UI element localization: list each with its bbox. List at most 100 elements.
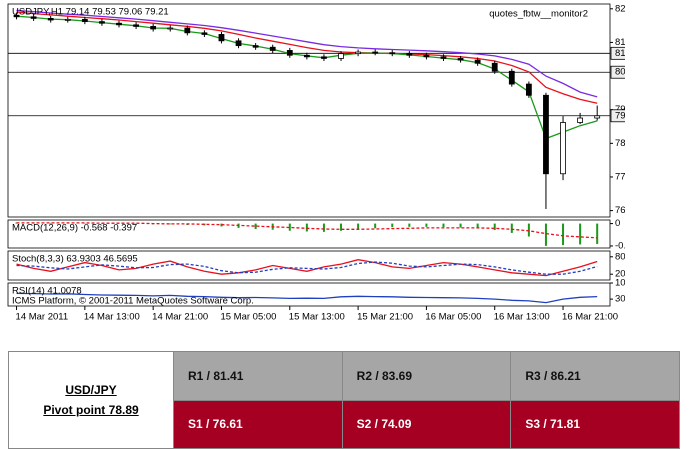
x-tick-label: 14 Mar 13:00 xyxy=(84,312,140,323)
panel-title: RSI(14) 41.0078 xyxy=(12,286,82,297)
candle-body xyxy=(235,40,242,47)
candle-body xyxy=(577,117,584,123)
x-tick-label: 16 Mar 05:00 xyxy=(425,312,481,323)
x-tick-label: 16 Mar 21:00 xyxy=(562,312,618,323)
bar xyxy=(169,223,172,225)
candle-body xyxy=(457,58,464,61)
level-label: 80.57 xyxy=(615,67,625,78)
x-tick-label: 14 Mar 2011 xyxy=(16,312,69,323)
candle-body xyxy=(355,51,361,55)
x-tick-label: 15 Mar 13:00 xyxy=(289,312,345,323)
bar xyxy=(459,223,462,228)
candle-body xyxy=(13,14,20,18)
bar xyxy=(254,223,257,229)
y-tick-label: 78.35 xyxy=(615,138,625,149)
y-tick-label: 76.25 xyxy=(615,205,625,216)
x-tick-label: 15 Mar 21:00 xyxy=(357,312,413,323)
y-tick-label: 20 xyxy=(615,269,625,280)
candle-body xyxy=(560,122,566,175)
bar xyxy=(391,223,394,228)
bar xyxy=(596,223,599,244)
candle-body xyxy=(543,94,549,175)
bar xyxy=(562,223,565,246)
support: S2 / 74.09 xyxy=(341,399,512,449)
candle-body xyxy=(64,18,71,21)
y-tick-label: 82.55 xyxy=(615,3,625,14)
y-tick-label: 30 xyxy=(615,294,625,305)
level-label: 79.21 xyxy=(615,110,625,121)
bar xyxy=(374,223,377,229)
level-label: 81.16 xyxy=(615,48,625,59)
series-line xyxy=(16,9,598,98)
candle-body xyxy=(269,46,276,51)
candle-body xyxy=(201,32,208,35)
bar xyxy=(544,223,547,246)
candle-body xyxy=(30,16,37,19)
y-tick-label: 0 xyxy=(615,218,620,229)
candle-body xyxy=(218,34,225,42)
candle-body xyxy=(508,70,515,85)
panel-title: MACD(12,26,9) -0.568 -0.397 xyxy=(12,223,137,234)
candle-body xyxy=(252,45,259,48)
y-tick-label: 81.50 xyxy=(615,37,625,48)
candle-body xyxy=(491,62,498,72)
support: S1 / 76.61 xyxy=(173,399,343,449)
candle-body xyxy=(133,24,139,27)
bar xyxy=(425,223,428,227)
bar xyxy=(510,223,513,233)
annotation: quotes_fbtw__monitor2 xyxy=(489,9,588,20)
bar xyxy=(288,223,291,231)
x-tick-label: 14 Mar 21:00 xyxy=(152,312,208,323)
candle-body xyxy=(372,51,379,54)
y-tick-label: -0.623 xyxy=(615,240,625,251)
bar xyxy=(476,223,479,229)
candle-body xyxy=(81,18,88,23)
y-tick-label: 77.30 xyxy=(615,171,625,182)
bar xyxy=(340,223,343,231)
level-box xyxy=(610,65,625,79)
resistance: R3 / 86.21 xyxy=(510,351,680,401)
bar xyxy=(49,222,52,224)
candle-body xyxy=(338,53,344,59)
panel xyxy=(7,3,611,218)
candle-body xyxy=(116,22,122,26)
y-tick-label: 100 xyxy=(615,278,625,289)
candle-body xyxy=(389,52,396,55)
series-line xyxy=(16,11,598,104)
bar xyxy=(305,223,308,232)
panel xyxy=(7,282,611,307)
pair: USD/JPY xyxy=(65,383,117,397)
panel-title: USDJPY,H1 79.14 79.53 79.06 79.21 xyxy=(12,7,169,18)
candle-body xyxy=(321,56,327,59)
candle-body xyxy=(184,27,191,34)
support: S3 / 71.81 xyxy=(510,399,680,449)
candle-body xyxy=(406,53,413,56)
pair-cell: USD/JPY Pivot point 78.89 xyxy=(8,351,174,449)
series-line xyxy=(16,222,598,239)
candle-body xyxy=(47,18,54,21)
panel-title: Stoch(8,3,3) 63.9303 46.5695 xyxy=(12,254,138,265)
series-line xyxy=(16,292,598,304)
bar xyxy=(527,223,530,237)
level-box xyxy=(610,109,625,123)
level-box xyxy=(610,46,625,60)
candle-body xyxy=(286,50,293,56)
candle-body xyxy=(303,54,310,58)
panel xyxy=(7,219,611,249)
candle-body xyxy=(594,115,601,119)
pivot: Pivot point 78.89 xyxy=(43,403,139,417)
candle-body xyxy=(525,83,532,96)
resistance: R1 / 81.41 xyxy=(173,351,343,401)
bar xyxy=(322,223,325,232)
bar xyxy=(408,223,411,227)
candle-body xyxy=(440,56,447,59)
annotation: ICMS Platform, © 2001-2011 MetaQuotes So… xyxy=(12,296,254,307)
support-row: S1 / 76.61 S2 / 74.09 S3 / 71.81 xyxy=(9,399,680,449)
candle-body xyxy=(150,26,157,30)
pivot-table: USD/JPY Pivot point 78.89 R1 / 81.41 R2 … xyxy=(8,351,680,449)
bar xyxy=(579,223,582,245)
series-line xyxy=(16,261,598,275)
candle-body xyxy=(423,54,430,58)
x-tick-label: 16 Mar 13:00 xyxy=(494,312,550,323)
